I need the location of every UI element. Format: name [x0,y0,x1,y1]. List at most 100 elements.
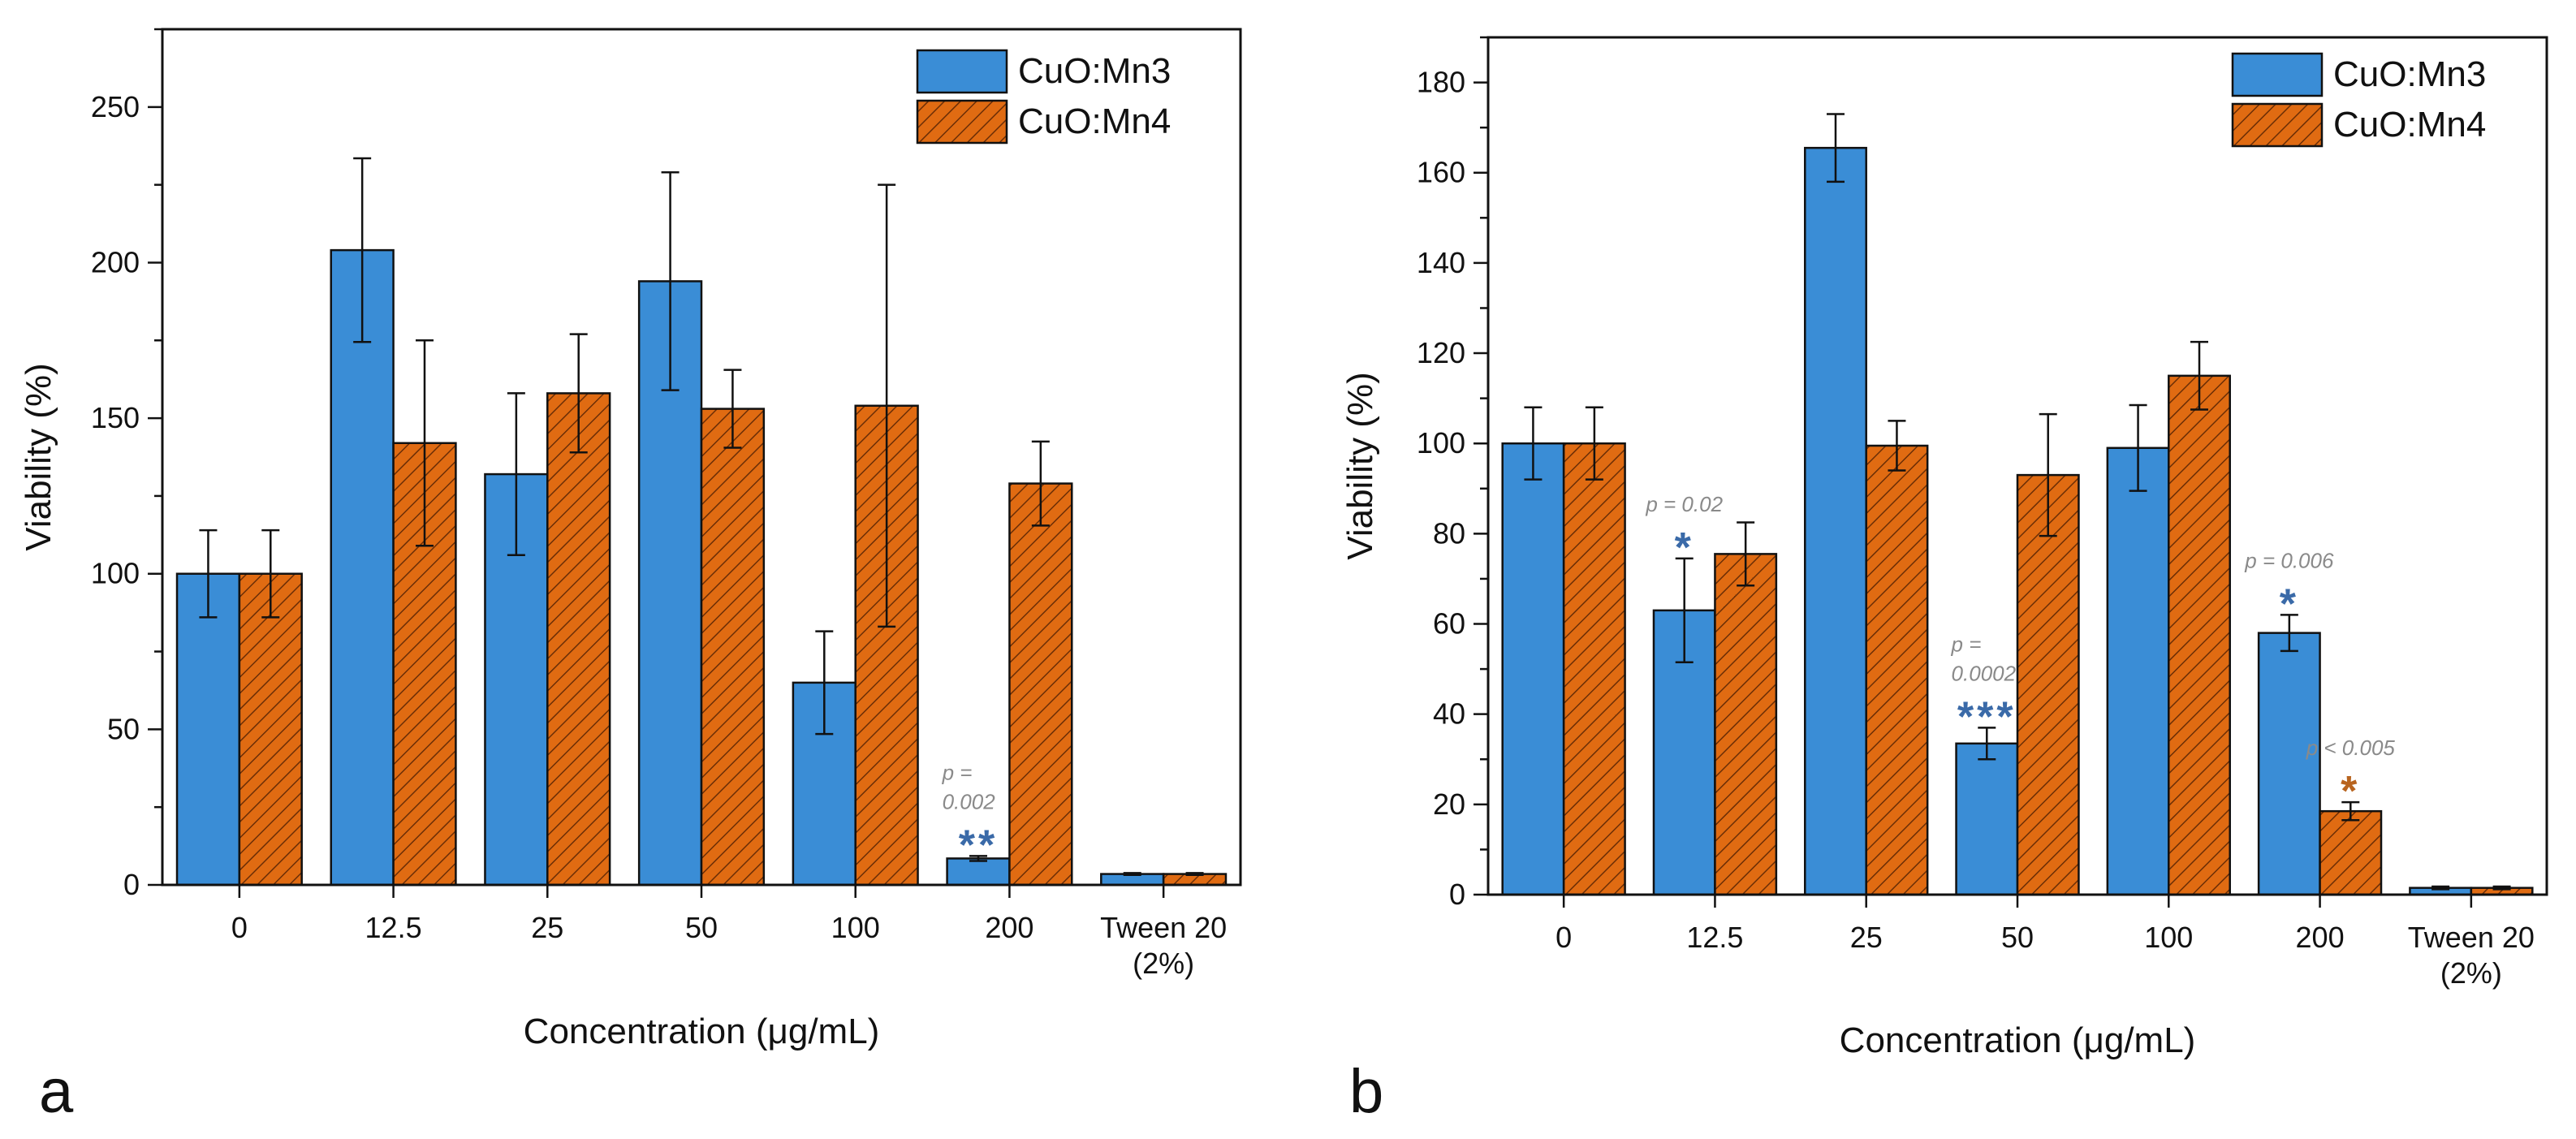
x-axis-title: Concentration (μg/mL) [524,1012,880,1051]
error-bar [878,183,896,628]
y-tick-label: 0 [123,868,140,901]
error-bar [2280,614,2298,653]
error-bar [1585,406,1603,481]
error-bar [415,339,434,547]
p-value-label: 0.0002 [1952,661,2017,685]
x-tick-label-line: (2%) [1133,947,1194,980]
y-axis: 0 50 100 150 200 250 [91,28,162,901]
y-axis-title: Viability (%) [19,363,58,550]
legend-label: CuO:Mn4 [1018,101,1171,141]
x-tick-label-line: 50 [685,911,718,944]
bar [238,572,303,887]
x-tick-label: 200 [2296,921,2345,954]
legend: CuO:Mn3 CuO:Mn4 [916,49,1171,145]
y-tick-label: 80 [1433,516,1465,550]
x-tick-label-line: Tween 20 [1100,911,1227,944]
error-bar [1524,406,1543,481]
bar [2106,447,2170,896]
y-tick-label: 180 [1417,66,1465,99]
y-tick-label: 100 [91,557,140,590]
error-bar [261,529,280,619]
x-axis: 0 12.5 25 50 100 200 Tween 20 (2%) [1556,895,2535,990]
x-tick-label-line: Tween 20 [2408,921,2535,954]
significance-annotations: * p = 0.02 *** p = 0.0002 * p = 0.006 * p < 0.00… [1645,492,2395,815]
series-cuo-mn4 [1562,340,2534,896]
x-tick-label-line: 12.5 [1686,921,1743,954]
x-tick-label: 50 [2001,921,2034,954]
p-value-label: p = 0.006 [2244,548,2334,572]
error-bar [1031,440,1050,527]
x-tick-label: 25 [1850,921,1883,954]
significance-stars: *** [1957,693,2017,740]
x-axis: 0 12.5 25 50 100 200 Tween 20 (2%) [231,885,1227,980]
bar [1714,553,1778,896]
x-tick-label: 50 [685,911,718,944]
error-bar [661,171,680,391]
x-tick-label: 200 [985,911,1033,944]
p-value-label: p = [942,760,973,784]
x-tick-label-line: 50 [2001,921,2034,954]
y-tick-label: 60 [1433,607,1465,641]
legend-swatch [916,99,1008,145]
error-bar [2492,885,2511,891]
legend-label: CuO:Mn3 [1018,51,1171,91]
y-tick-label: 20 [1433,787,1465,821]
error-bar [815,630,834,736]
x-tick-label: 12.5 [1686,921,1743,954]
error-bar [1675,557,1694,664]
x-tick-label-line: 0 [1556,921,1572,954]
x-tick-label-line: 100 [831,911,880,944]
error-bar [1123,872,1141,876]
y-tick-label: 250 [91,90,140,123]
bar [700,408,766,887]
error-bar [353,157,372,343]
panel-label: a [39,1057,74,1126]
error-bar [1185,872,1204,876]
legend-label: CuO:Mn3 [2333,54,2486,94]
y-tick-label: 50 [107,712,140,745]
x-tick-label: 100 [2144,921,2193,954]
x-tick-label-line: 12.5 [365,911,422,944]
y-tick-label: 120 [1417,336,1465,369]
y-tick-label: 150 [91,401,140,434]
bar [1865,444,1929,896]
legend-swatch [2231,52,2324,97]
bar [2016,473,2080,896]
bar [175,572,241,887]
significance-stars: ** [959,822,998,869]
x-tick-label-line: 0 [231,911,248,944]
error-bar [2341,800,2360,822]
x-tick-label: 12.5 [365,911,422,944]
bar [1955,742,2019,896]
series-cuo-mn3 [175,157,1165,887]
x-tick-label-line: 25 [531,911,563,944]
chart-panel-b: 0 20 40 60 80 100 120 140 160 180 0 12.5 25 50 100 200 T… [1340,36,2548,1126]
bar [1501,442,1565,896]
y-axis-title: Viability (%) [1340,372,1380,559]
panel-label: b [1349,1057,1383,1126]
error-bar [2431,885,2450,891]
bar [2319,809,2383,896]
error-bar [1826,113,1845,183]
bar [2168,374,2231,896]
bar [546,392,611,887]
p-value-label: 0.002 [943,789,996,813]
y-tick-label: 40 [1433,697,1465,731]
error-bar [2190,340,2209,411]
x-tick-label-line: (2%) [2440,956,2502,990]
y-tick-label: 200 [91,245,140,278]
error-bar [569,333,588,454]
x-axis-title: Concentration (μg/mL) [1840,1020,2196,1060]
error-bar [1737,521,1755,587]
p-value-label: p = 0.02 [1645,492,1723,516]
y-tick-label: 140 [1417,246,1465,279]
significance-stars: * [2341,768,2360,815]
bar [2257,632,2321,896]
legend-swatch [2231,102,2324,148]
error-bar [723,369,742,449]
error-bar [2129,403,2147,492]
error-bar [1888,420,1906,472]
x-tick-label-line: 200 [2296,921,2345,954]
x-tick-label-line: 200 [985,911,1033,944]
